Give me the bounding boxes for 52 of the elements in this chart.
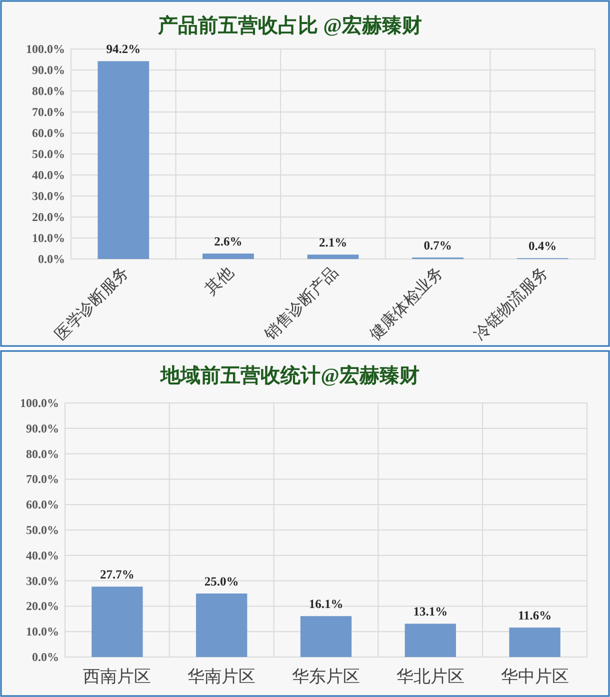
x-tick-label: 冷链物流服务 <box>470 263 552 344</box>
y-tick-label: 100.0% <box>20 396 59 410</box>
y-tick-label: 30.0% <box>26 574 59 588</box>
chart-title: 产品前五营收占比 @宏赫臻财 <box>157 14 422 37</box>
data-label: 2.6% <box>214 234 242 249</box>
bar <box>196 594 248 657</box>
chart-title: 地域前五营收统计@宏赫臻财 <box>160 364 420 387</box>
x-tick-label: 销售诊断产品 <box>260 263 342 344</box>
y-tick-label: 90.0% <box>26 421 59 436</box>
data-label: 0.7% <box>424 238 452 253</box>
bar <box>202 254 254 259</box>
y-tick-label: 30.0% <box>32 189 65 203</box>
data-label: 94.2% <box>106 42 141 56</box>
y-tick-label: 40.0% <box>32 168 65 182</box>
y-tick-label: 10.0% <box>32 231 65 245</box>
y-tick-label: 70.0% <box>32 105 65 119</box>
y-tick-label: 60.0% <box>32 126 65 140</box>
y-tick-label: 0.0% <box>38 252 65 266</box>
data-label: 16.1% <box>308 597 344 612</box>
y-tick-label: 20.0% <box>32 210 65 224</box>
data-label: 11.6% <box>518 608 552 623</box>
bar <box>307 254 359 259</box>
bar <box>92 586 143 657</box>
bar <box>98 61 150 259</box>
x-tick-label: 华东片区 <box>292 667 360 686</box>
y-tick-label: 40.0% <box>26 548 59 562</box>
y-tick-label: 10.0% <box>26 624 59 639</box>
y-tick-label: 70.0% <box>26 472 59 486</box>
x-tick-label: 健康体检业务 <box>366 263 447 344</box>
y-tick-label: 20.0% <box>26 599 59 614</box>
y-tick-label: 100.0% <box>26 42 65 56</box>
x-tick-label: 其他 <box>202 263 238 298</box>
bar <box>300 616 352 657</box>
y-tick-label: 50.0% <box>26 523 59 537</box>
x-tick-label: 华北片区 <box>396 667 464 686</box>
x-tick-label: 华南片区 <box>188 667 256 686</box>
x-tick-label: 医学诊断服务 <box>52 263 132 344</box>
data-label: 2.1% <box>318 236 348 250</box>
x-tick-label: 华中片区 <box>500 667 569 686</box>
y-tick-label: 80.0% <box>32 84 65 98</box>
bar <box>404 624 456 657</box>
bar <box>509 628 560 657</box>
x-tick-label: 西南片区 <box>83 667 152 686</box>
y-tick-label: 50.0% <box>32 147 65 161</box>
data-label: 27.7% <box>100 568 134 582</box>
y-tick-label: 0.0% <box>32 650 59 664</box>
y-tick-label: 60.0% <box>26 498 59 512</box>
y-tick-label: 80.0% <box>26 446 59 461</box>
data-label: 13.1% <box>413 604 448 619</box>
data-label: 0.4% <box>528 239 557 254</box>
data-label: 25.0% <box>204 574 239 588</box>
y-tick-label: 90.0% <box>32 63 65 77</box>
